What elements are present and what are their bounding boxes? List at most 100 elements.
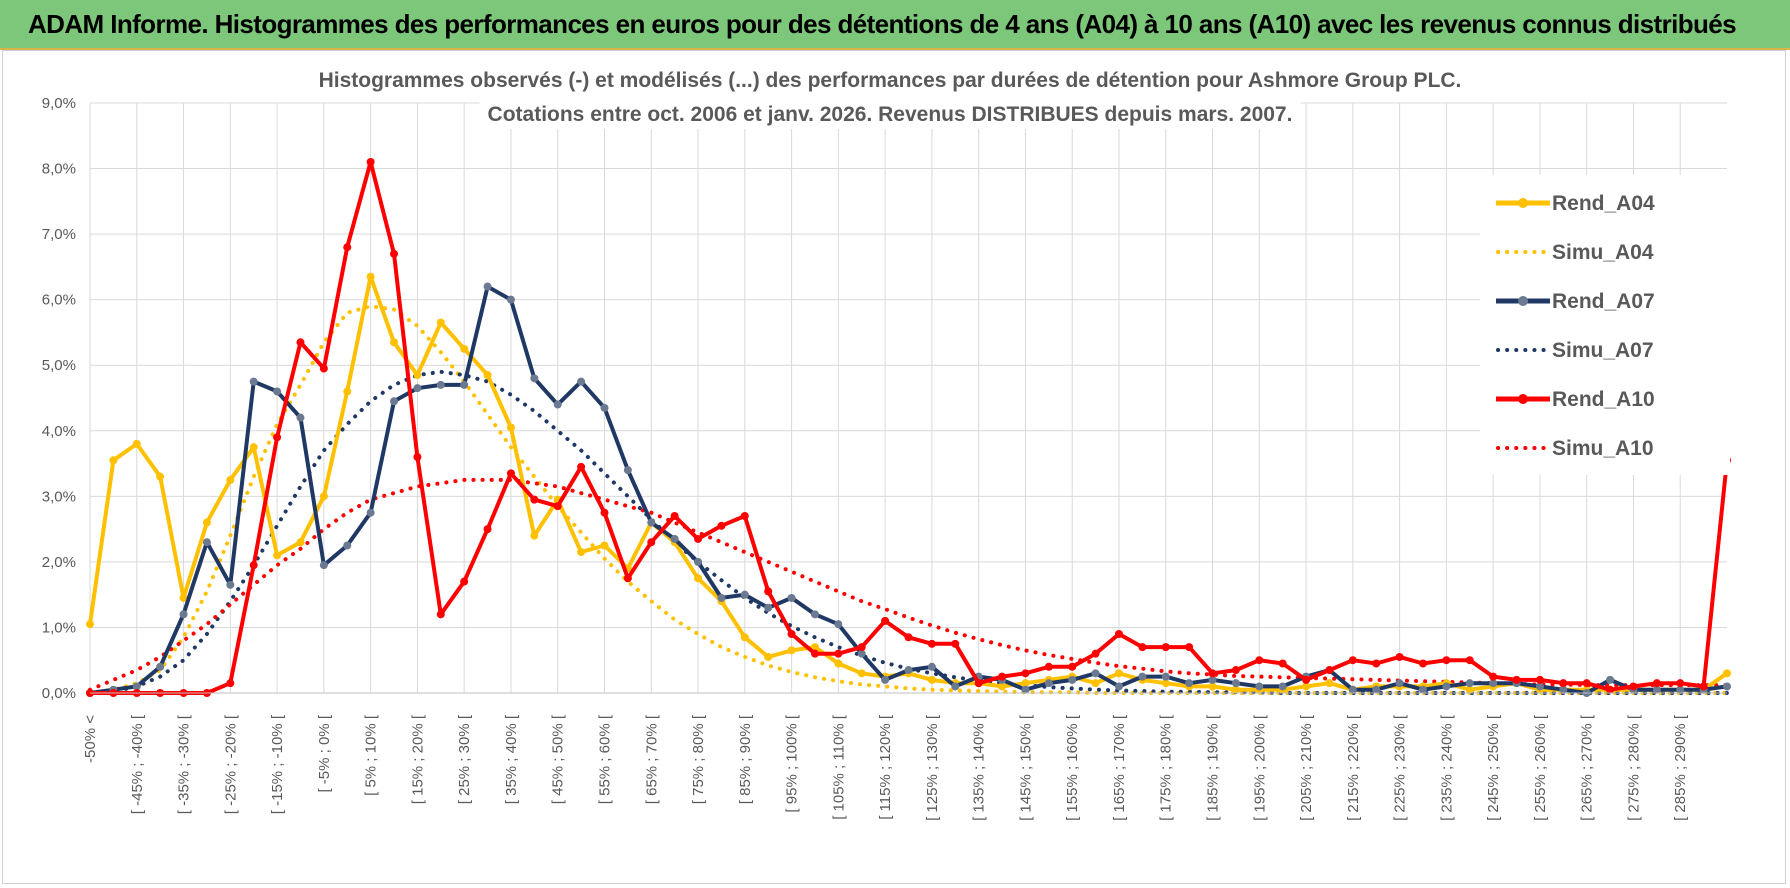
legend-marker [1518,198,1528,208]
y-tick-label: 7,0% [42,226,76,243]
data-point [1629,682,1638,691]
x-tick-label: [ 175% ; 180% [ [1158,714,1175,821]
data-point [296,338,305,347]
chart-subtitle: Cotations entre oct. 2006 et janv. 2026.… [488,103,1293,126]
data-point [530,495,539,504]
data-point [1418,685,1427,694]
data-point [834,620,843,629]
data-point [1418,659,1427,668]
data-point [600,403,609,412]
data-point [1091,679,1100,688]
x-tick-label: [ 75% ; 80% [ [690,714,707,804]
data-point [390,338,399,347]
data-point [436,380,445,389]
x-tick-label: [ 155% ; 160% [ [1064,714,1081,821]
data-point [1114,669,1123,678]
data-point [132,439,141,448]
data-point [1138,643,1147,652]
data-point [483,371,492,380]
x-tick-label: [ 125% ; 130% [ [924,714,941,821]
data-point [694,574,703,583]
series-line-simu_a10 [88,477,1729,692]
data-point [1606,675,1615,684]
data-point [460,380,469,389]
data-point [1652,685,1661,694]
data-point [600,541,609,550]
data-point [927,675,936,684]
legend-label: Rend_A07 [1552,290,1655,313]
data-point [460,577,469,586]
data-point [1278,682,1287,691]
legend-label: Simu_A10 [1552,437,1654,460]
data-point [740,590,749,599]
x-tick-label: [ 195% ; 200% [ [1251,714,1268,821]
x-tick-label: [ 95% ; 100% [ [784,714,801,812]
x-tick-label: [ 225% ; 230% [ [1392,714,1409,821]
data-point [670,512,679,520]
data-point [1489,679,1498,688]
data-point [273,551,282,560]
data-point [1044,679,1053,688]
x-tick-label: [ 65% ; 70% [ [643,714,660,804]
x-tick-label: [ 135% ; 140% [ [971,714,988,821]
data-point [249,561,258,570]
data-point [202,518,211,527]
data-point [1208,675,1217,684]
data-point [1185,679,1194,688]
data-point [1325,666,1334,675]
data-point [296,413,305,422]
data-point [787,593,796,602]
data-point [530,374,539,383]
data-point [483,282,492,291]
legend-bg [1480,175,1730,475]
data-point [413,384,422,393]
data-point [717,521,726,530]
data-point [86,620,94,629]
chart-title-layer: Histogrammes observés (-) et modélisés (… [310,67,1470,129]
grid-layer [89,102,1727,694]
data-point [834,659,843,668]
data-point [810,643,819,652]
data-point [1699,682,1708,691]
data-point [1582,679,1591,688]
y-tick-label: 3,0% [42,488,76,505]
y-tick-label: 1,0% [42,619,76,636]
data-point [974,679,983,688]
data-point [787,646,796,655]
chart-title-bg [310,67,1470,95]
data-point [1255,656,1264,665]
data-point [413,371,422,380]
data-point [1395,679,1404,688]
data-point [927,662,936,671]
legend-entry-rend_a10: Rend_A10 [1496,388,1655,411]
data-point [600,508,609,517]
x-tick-label: [ 205% ; 210% [ [1298,714,1315,821]
data-point [1395,652,1404,661]
data-point [366,508,375,517]
data-point [1068,675,1077,684]
data-point [1302,682,1311,691]
data-point [1372,659,1381,668]
legend-marker [1518,296,1528,306]
data-point [1068,662,1077,671]
data-point [810,610,819,619]
x-tick-label: [ 25% ; 30% [ [456,714,473,804]
data-point [1021,669,1030,678]
data-point [1606,685,1615,694]
data-point [506,423,515,432]
report-title: ADAM Informe. Histogrammes des performan… [28,9,1737,39]
data-point [577,548,586,557]
data-point [623,574,632,583]
data-point [764,652,773,661]
y-tick-label: 0,0% [42,685,76,702]
legend-label: Simu_A07 [1552,339,1654,362]
data-point [1676,679,1685,688]
y-tick-label: 6,0% [42,292,76,309]
data-point [857,649,866,658]
legend-label: Rend_A04 [1552,192,1655,215]
report-banner: ADAM Informe. Histogrammes des performan… [0,0,1790,50]
data-point [179,593,188,602]
chart-title: Histogrammes observés (-) et modélisés (… [319,69,1462,92]
x-tick-label: [ 215% ; 220% [ [1345,714,1362,821]
data-point [506,469,515,478]
